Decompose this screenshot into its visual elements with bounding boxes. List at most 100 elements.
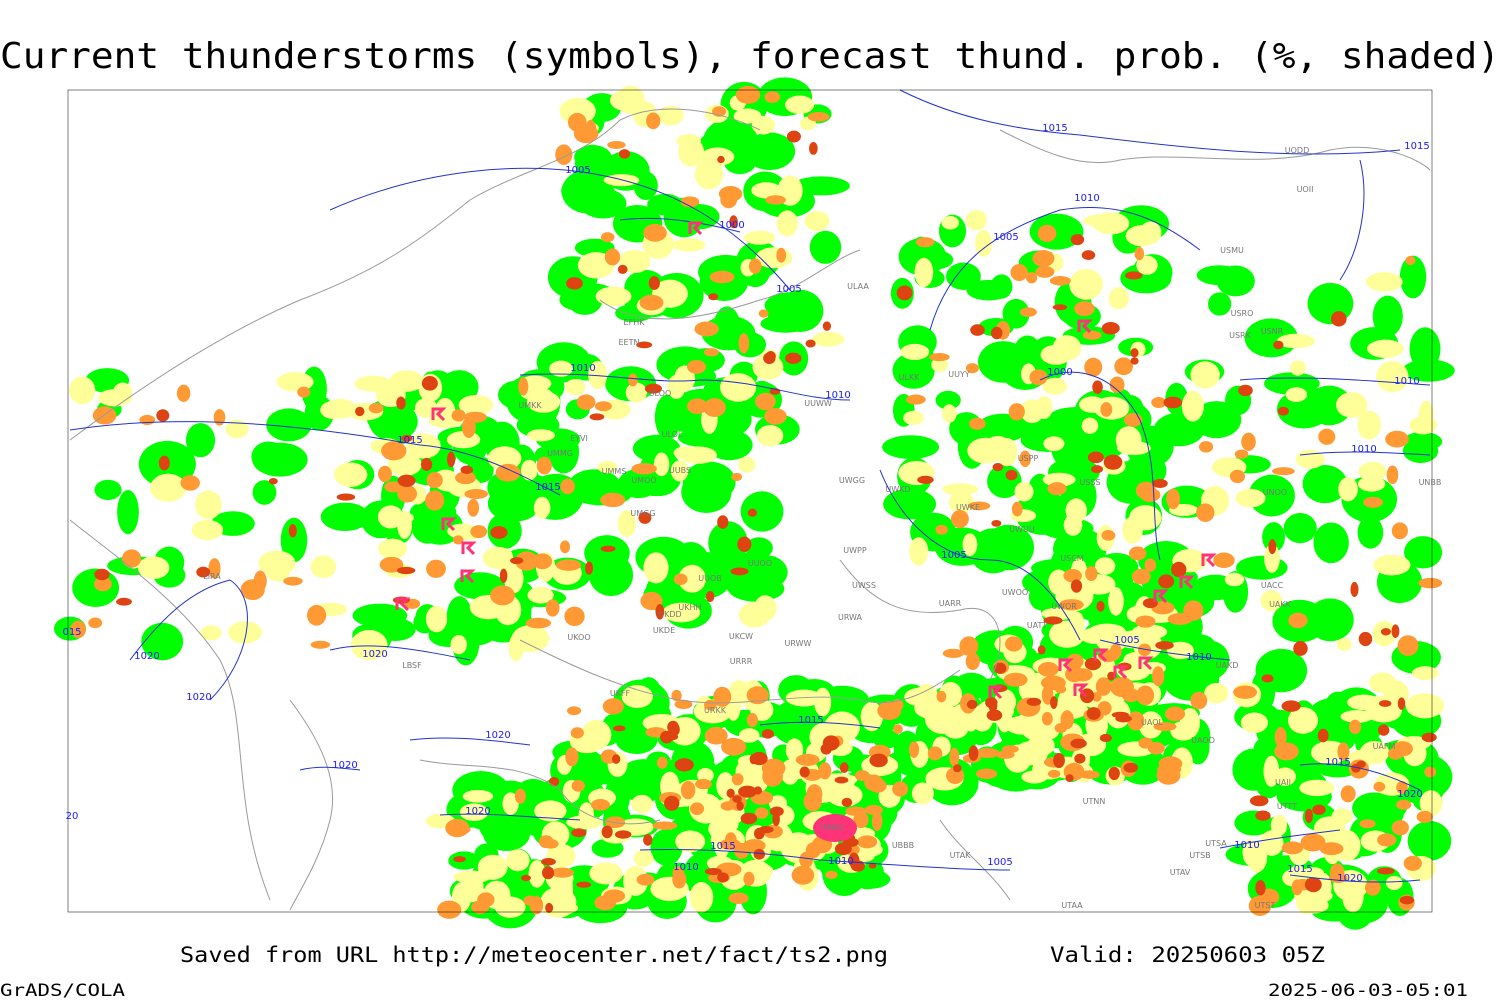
shading-blob	[588, 360, 608, 390]
shading-blob	[644, 383, 662, 394]
station-code: ULAA	[847, 282, 869, 291]
shading-blob	[643, 834, 653, 846]
shading-blob	[758, 309, 769, 318]
shading-blob	[525, 617, 552, 629]
shading-blob	[822, 321, 832, 331]
shading-blob	[799, 766, 810, 778]
shading-blob	[350, 629, 388, 661]
shading-blob	[1242, 838, 1259, 866]
shading-blob	[750, 790, 774, 805]
shading-blob	[1014, 481, 1034, 502]
shading-blob	[1359, 740, 1390, 764]
shading-blob	[674, 699, 693, 709]
station-code: URWW	[785, 639, 812, 648]
shading-blob	[320, 502, 370, 532]
shading-blob	[494, 896, 526, 918]
shading-blob	[550, 867, 574, 878]
shading-blob	[1134, 246, 1145, 261]
shading-blob	[446, 451, 456, 468]
shading-blob	[1050, 696, 1058, 709]
shading-blob	[150, 473, 187, 502]
shading-blob	[646, 112, 661, 130]
shading-blob	[967, 501, 991, 511]
title: Current thunderstorms (symbols), forecas…	[0, 36, 1500, 77]
shading-blob	[1070, 579, 1083, 593]
station-code: LIRA	[203, 572, 221, 581]
shading-blob	[648, 276, 660, 290]
shading-blob	[121, 549, 142, 568]
station-code: UKHH	[678, 603, 701, 612]
shading-blob	[352, 603, 408, 628]
shading-blob	[704, 726, 728, 745]
shading-blob	[632, 434, 681, 463]
shading-blob	[689, 793, 723, 824]
shading-blob	[559, 288, 597, 311]
station-code: UWPP	[843, 546, 867, 555]
shading-blob	[892, 352, 935, 389]
shading-blob	[1377, 867, 1395, 875]
shading-blob	[813, 814, 857, 842]
shading-blob	[460, 465, 474, 475]
shading-blob	[935, 390, 961, 410]
shading-blob	[647, 193, 684, 216]
shading-blob	[1198, 441, 1214, 453]
shading-blob	[1293, 641, 1308, 656]
isobar-label: 1015	[1042, 123, 1067, 134]
shading-blob	[520, 459, 538, 481]
shading-blob	[597, 460, 618, 474]
shading-blob	[1070, 738, 1087, 749]
shading-blob	[185, 423, 216, 458]
shading-blob	[967, 437, 1005, 464]
shading-blob	[176, 384, 191, 402]
shading-blob	[1330, 311, 1347, 327]
shading-blob	[1037, 662, 1059, 677]
shading-blob	[595, 286, 632, 307]
shading-blob	[1229, 469, 1246, 484]
shading-blob	[1179, 708, 1200, 738]
shading-blob	[805, 842, 821, 859]
shading-blob	[807, 111, 830, 122]
shading-blob	[280, 517, 308, 563]
shading-blob	[1043, 436, 1065, 452]
station-code: UUWW	[804, 399, 832, 408]
shading-blob	[941, 404, 957, 423]
shading-blob	[1163, 396, 1183, 409]
shading-blob	[1386, 465, 1399, 485]
isobar-label: 1000	[719, 220, 744, 231]
shading-blob	[1281, 841, 1304, 855]
shading-blob	[1005, 636, 1023, 652]
shading-blob	[589, 862, 623, 885]
shading-blob	[744, 230, 776, 245]
station-code: UWUU	[1009, 525, 1035, 534]
shading-blob	[662, 602, 701, 623]
shading-blob	[589, 413, 605, 421]
shading-blob	[1081, 250, 1096, 261]
isobar-label: 1010	[828, 856, 853, 867]
shading-blob	[490, 585, 515, 606]
shading-blob	[195, 490, 222, 520]
shading-blob	[1419, 790, 1443, 817]
shading-blob	[1359, 819, 1376, 829]
shading-blob	[672, 866, 684, 881]
shading-blob	[738, 456, 756, 473]
shading-blob	[1155, 640, 1174, 650]
shading-blob	[1268, 539, 1277, 555]
shading-blob	[672, 238, 706, 252]
shading-blob	[687, 398, 708, 414]
isobar-label: 1010	[1351, 444, 1376, 455]
shading-blob	[740, 491, 784, 532]
station-code: UATT	[1027, 621, 1047, 630]
shading-blob	[660, 732, 679, 741]
shading-blob	[915, 683, 938, 707]
shading-blob	[777, 289, 824, 332]
shading-blob	[1097, 701, 1112, 716]
shading-blob	[689, 882, 714, 913]
shading-blob	[384, 481, 402, 493]
shading-blob	[959, 636, 979, 656]
station-code: UMKK	[518, 401, 542, 410]
isobar-label: 015	[62, 627, 81, 638]
shading-blob	[743, 871, 755, 886]
shading-blob	[1377, 833, 1397, 847]
shading-blob	[470, 525, 488, 539]
station-code: USRK	[1229, 331, 1251, 340]
